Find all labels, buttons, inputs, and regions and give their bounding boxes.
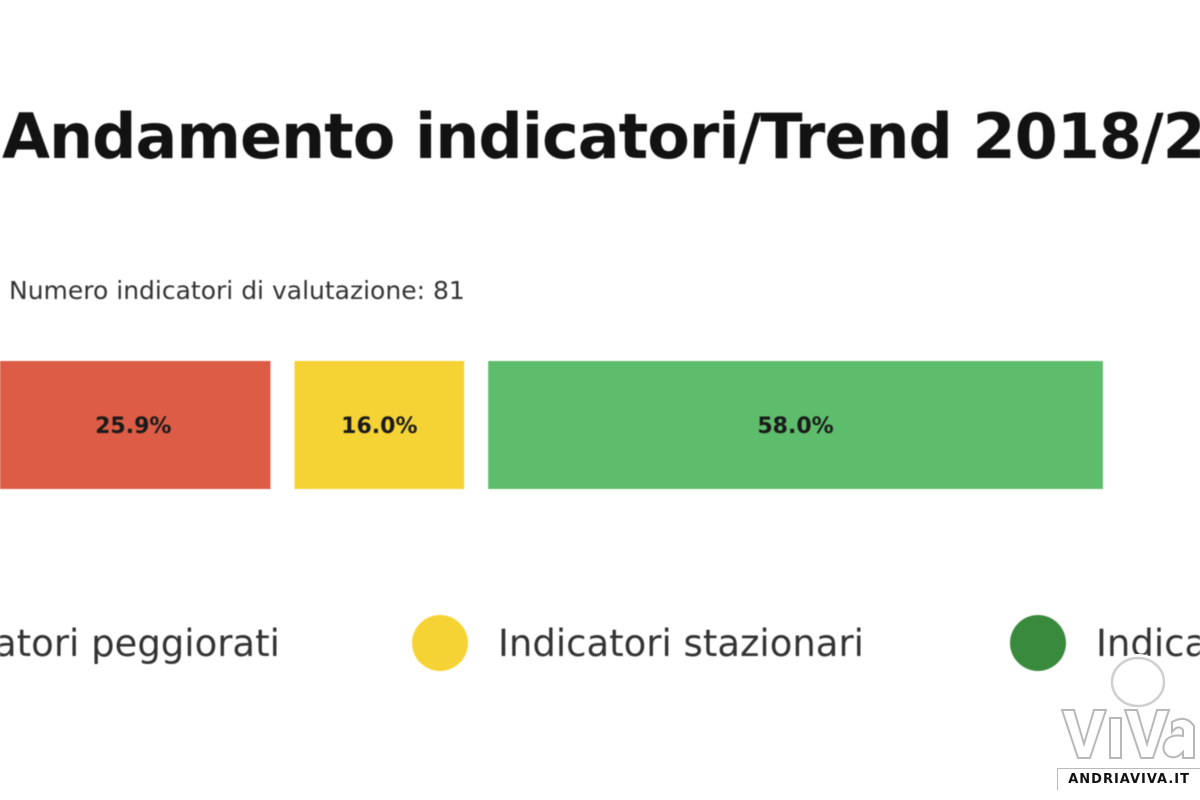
bar-1 [0,361,271,489]
bar-label-2: 16.0% [341,414,417,439]
bar-2 [294,361,465,489]
andriaviva-watermark: ANDRIAVIVA.IT [1020,640,1200,800]
legend-label-2: Indicatori stazionari [498,622,864,665]
legend-marker-2 [412,615,468,671]
bar-label-3: 58.0% [757,414,833,439]
watermark-site: ANDRIAVIVA.IT [1057,768,1200,790]
bar-label-1: 25.9% [95,414,171,439]
bars-group: 25.9% 16.0% 58.0% [0,361,1103,489]
viva-logo [1060,654,1195,759]
chart-title: Andamento indicatori/Trend 2018/20 [2,100,1200,173]
legend-marker-3 [1010,615,1066,671]
chart-subtitle: Numero indicatori di valutazione: 81 [9,276,465,305]
legend-label-1: atori peggiorati [0,622,280,665]
bar-3 [488,361,1103,489]
legend: atori peggiorati Indicatori stazionari Ind… [0,615,1200,671]
